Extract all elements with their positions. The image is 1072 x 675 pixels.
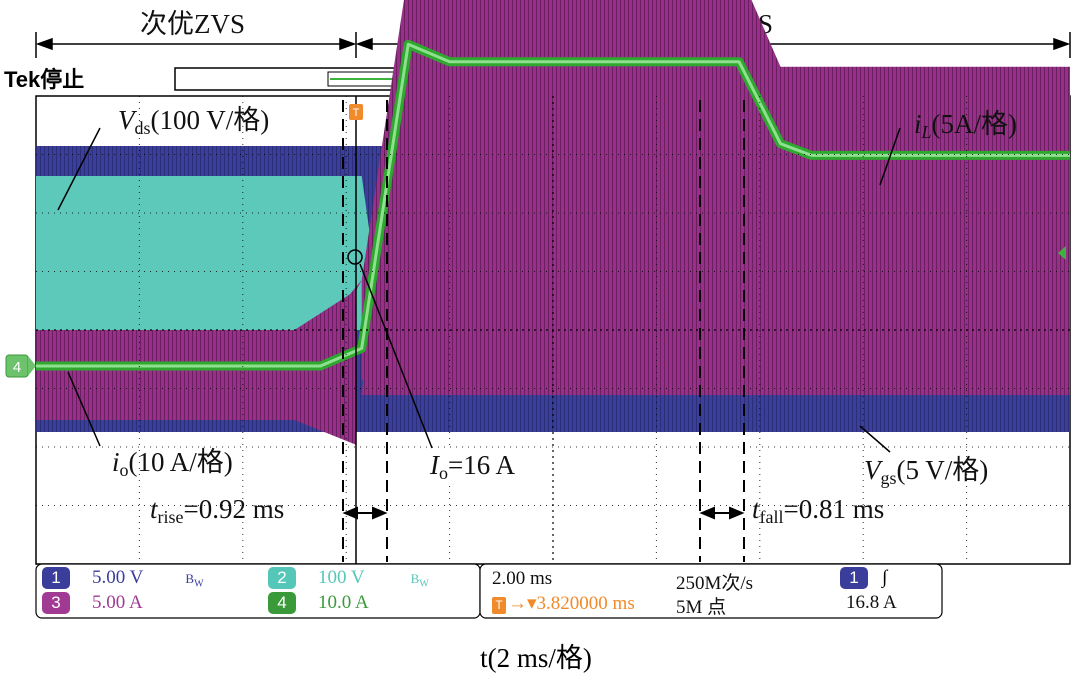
ch1-bw: BW: [185, 571, 204, 590]
io-annotation: io(10 A/格): [112, 447, 233, 480]
trigger-level-marker: [1058, 246, 1066, 260]
legend-ch2: 2 100 V BW: [268, 567, 429, 590]
ch4-ground-letter: 4: [13, 359, 21, 376]
trigger-pos-value: →▾3.820000 ms: [508, 593, 635, 614]
trigger-position-letter: T: [353, 107, 360, 119]
arrow-head: [1053, 37, 1071, 51]
x-axis-label: t(2 ms/格): [480, 643, 592, 673]
arrow-head: [339, 37, 357, 51]
Io-leader: [359, 263, 433, 449]
Io-circle: [347, 249, 363, 265]
arrow-head: [699, 506, 715, 520]
trigger-position: T →▾3.820000 ms: [492, 592, 635, 615]
trig-slope-icon: ∫: [882, 567, 888, 588]
ch2-chip[interactable]: 2: [268, 567, 296, 589]
suboptimal-zvs-label: 次优ZVS: [140, 9, 246, 39]
trise-annotation: trise=0.92 ms: [150, 494, 285, 527]
ch3-chip[interactable]: 3: [42, 592, 70, 614]
il-annotation: iL(5A/格): [914, 109, 1018, 142]
timebase: 2.00 ms: [492, 568, 553, 589]
grid: [36, 96, 1070, 564]
legend-ch3: 3 5.00 A: [42, 592, 143, 614]
il-band-high: [361, 0, 1070, 395]
legend-timebase-box: [479, 563, 943, 619]
ch2-scale: 100 V: [318, 567, 365, 588]
waveforms: [36, 0, 1070, 445]
vds-leader: [57, 127, 101, 211]
tfall-annotation: tfall=0.81 ms: [752, 494, 885, 527]
trigger-source: 1 ∫: [840, 567, 887, 589]
tek-status: Tek停止: [4, 67, 85, 92]
arrow-head: [342, 506, 358, 520]
ch4-chip[interactable]: 4: [268, 592, 296, 614]
ch4-scale: 10.0 A: [318, 592, 369, 613]
legend-ch1: 1 5.00 V BW: [42, 567, 204, 590]
io-trace-core: [36, 42, 1070, 368]
arrow-head: [35, 37, 53, 51]
vgs-leader: [859, 425, 891, 453]
ch1-scale: 5.00 V: [92, 567, 144, 588]
ch1-chip[interactable]: 1: [42, 567, 70, 589]
il-leader: [879, 127, 901, 186]
trig-ch-chip[interactable]: 1: [840, 567, 868, 589]
sample-rate: 250M次/s: [676, 573, 754, 594]
arrow-head: [729, 506, 745, 520]
trigger-pos-chip: T: [492, 597, 506, 614]
arrow-head: [355, 37, 373, 51]
legend-ch4: 4 10.0 A: [268, 592, 369, 614]
trigger-level: 16.8 A: [846, 592, 897, 613]
ch3-scale: 5.00 A: [92, 592, 143, 613]
record-length: 5M 点: [676, 597, 727, 618]
ch4-ground-pointer: [28, 356, 36, 376]
vds-annotation: Vds(100 V/格): [118, 105, 270, 138]
vgs-annotation: Vgs(5 V/格): [864, 455, 989, 488]
arrow-head: [372, 506, 388, 520]
ch2-bw: BW: [410, 571, 429, 590]
trigger-position-marker: [349, 104, 363, 120]
Io-annotation: Io=16 A: [430, 450, 515, 484]
vds-band: [36, 176, 373, 330]
io-leader: [67, 371, 101, 447]
